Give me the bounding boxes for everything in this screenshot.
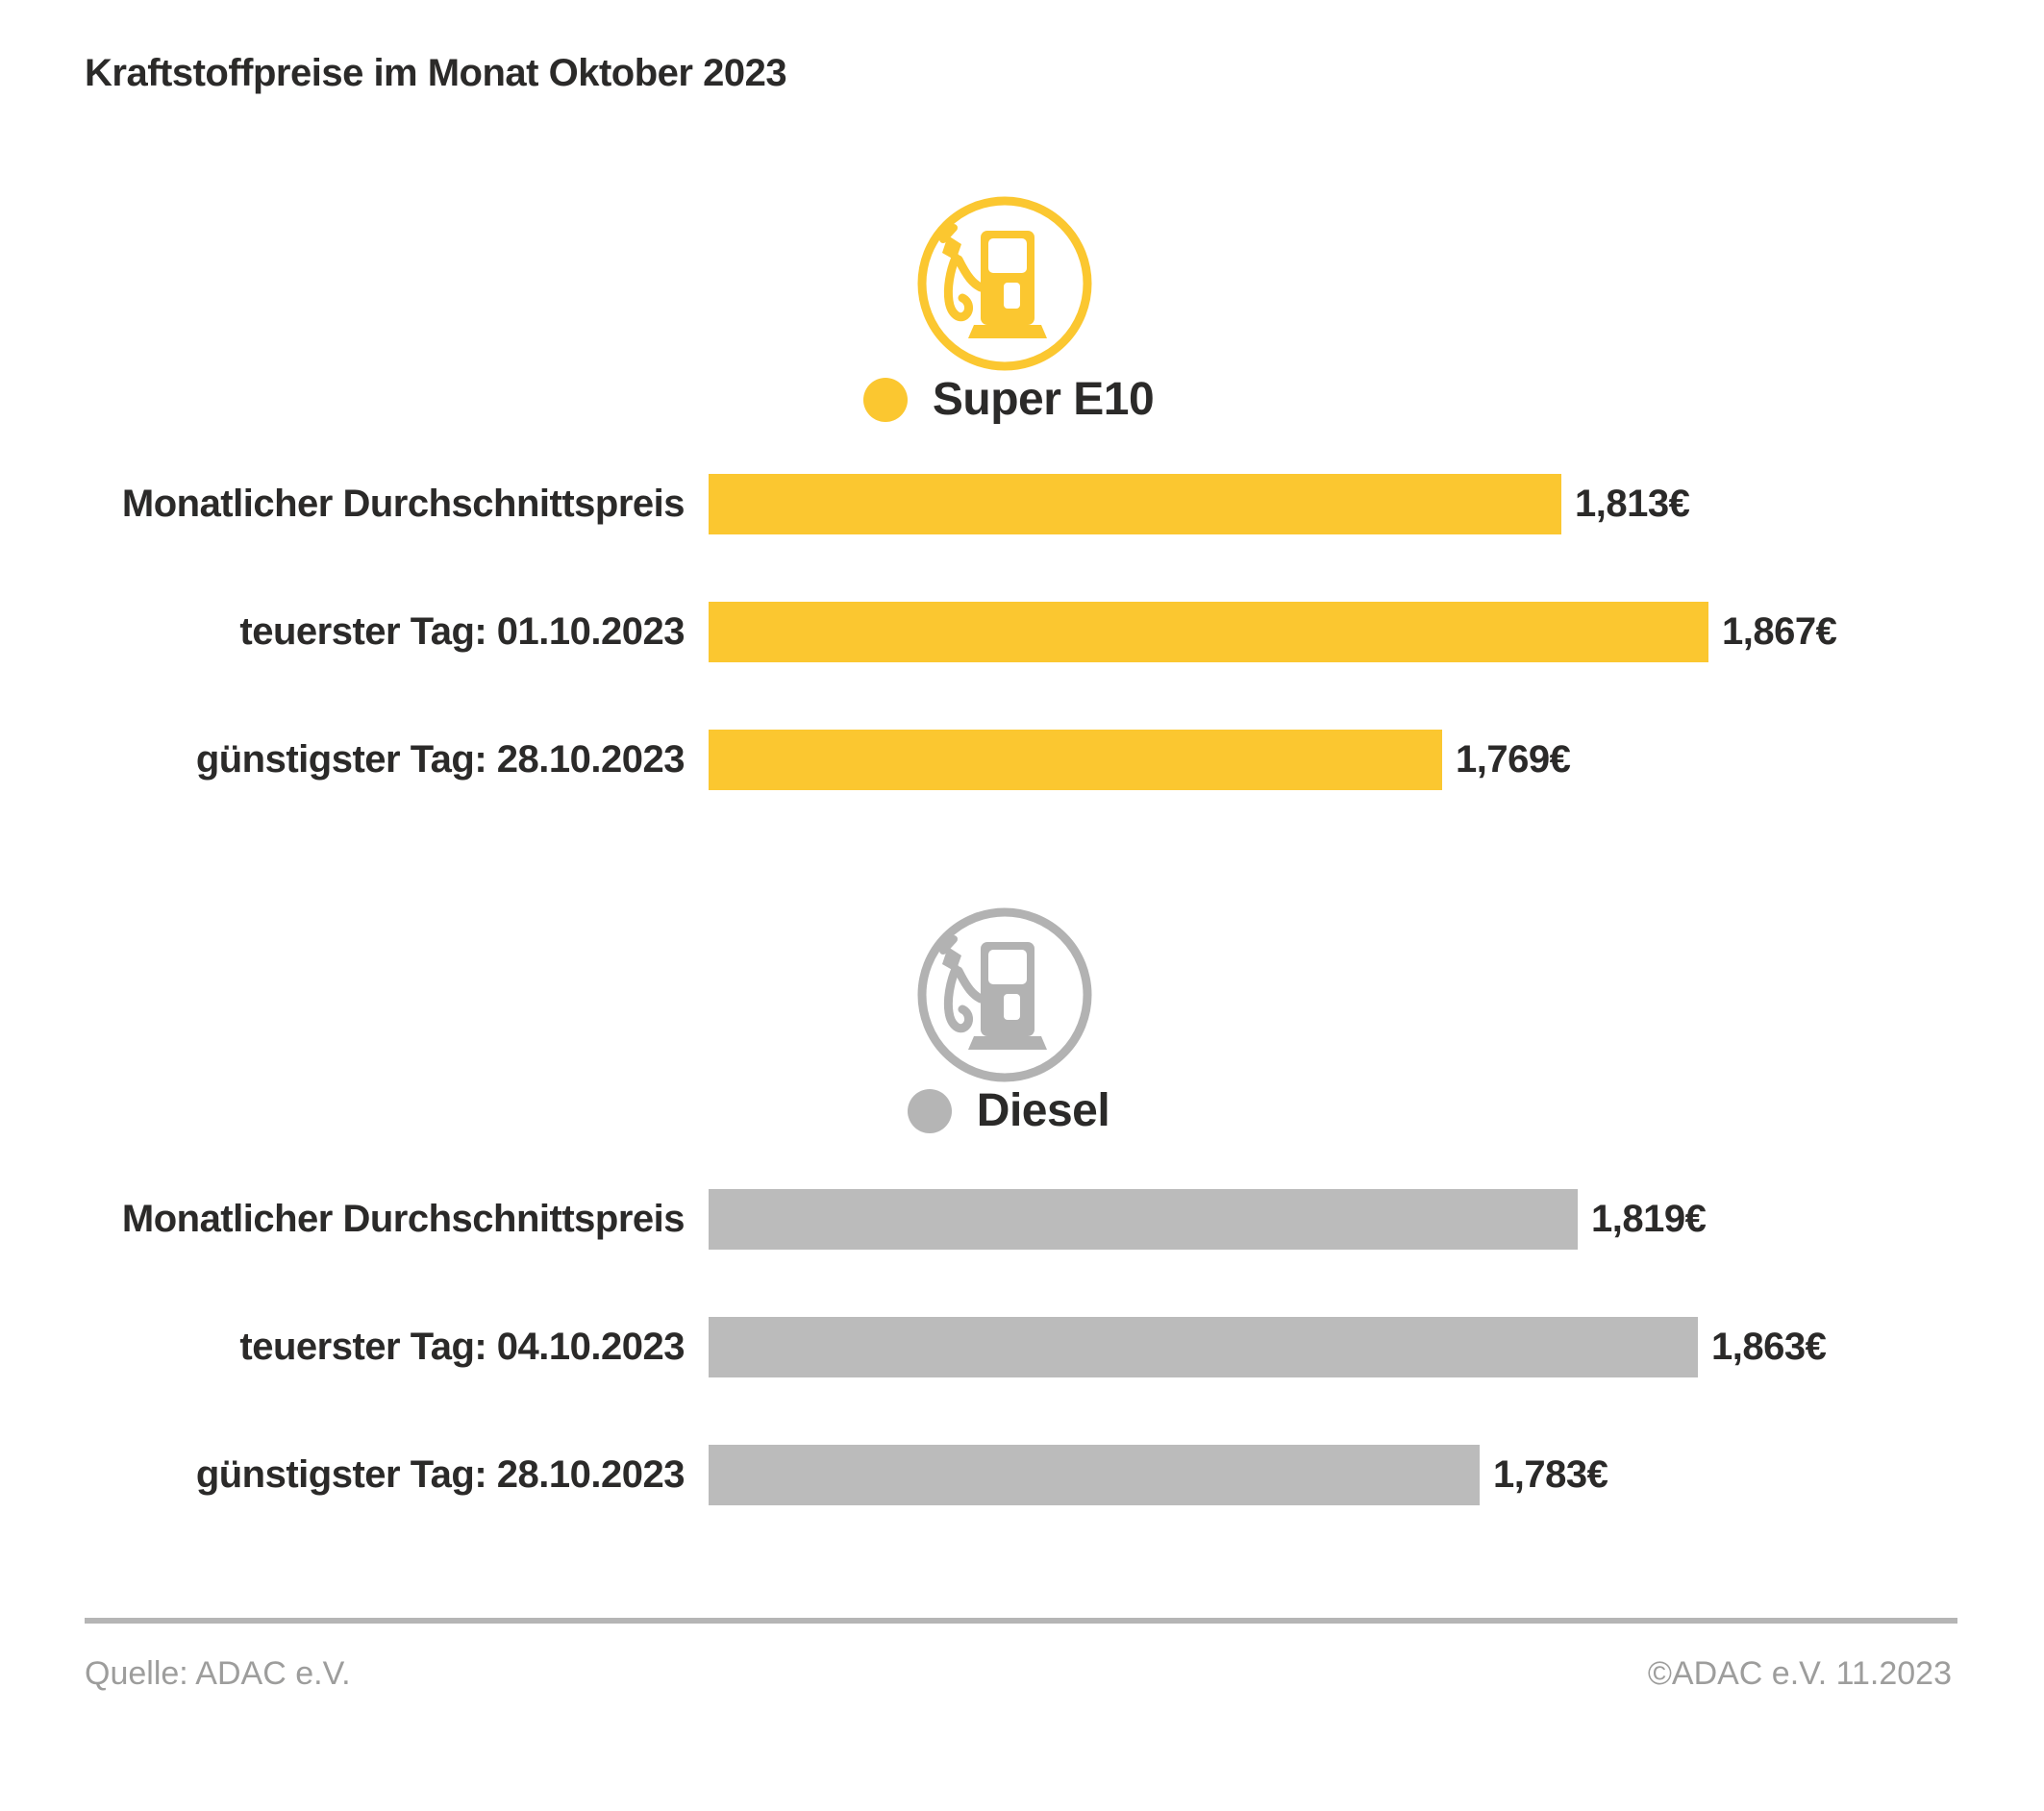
legend-dot-icon bbox=[907, 1088, 952, 1133]
fuel-pump-icon bbox=[913, 192, 1096, 375]
bar-label: teuerster Tag: 01.10.2023 bbox=[239, 610, 685, 653]
page-title: Kraftstoffpreise im Monat Oktober 2023 bbox=[85, 52, 787, 94]
bar-value: 1,867€ bbox=[1722, 610, 1837, 653]
bar-value: 1,783€ bbox=[1493, 1453, 1608, 1496]
bar-row: teuerster Tag: 04.10.2023 1,863€ bbox=[0, 1317, 2044, 1377]
footer-divider bbox=[85, 1618, 1957, 1624]
legend-dot-icon bbox=[862, 377, 908, 422]
bar-label: Monatlicher Durchschnittspreis bbox=[121, 1198, 685, 1240]
copyright-text: ©ADAC e.V. 11.2023 bbox=[1647, 1655, 1952, 1692]
bar-label: teuerster Tag: 04.10.2023 bbox=[239, 1326, 685, 1368]
bar-value: 1,819€ bbox=[1591, 1198, 1707, 1240]
bar-row: teuerster Tag: 01.10.2023 1,867€ bbox=[0, 602, 2044, 662]
bar-row: Monatlicher Durchschnittspreis 1,813€ bbox=[0, 474, 2044, 534]
bar-diesel-min-day bbox=[709, 1445, 1480, 1505]
bar-row: günstigster Tag: 28.10.2023 1,769€ bbox=[0, 730, 2044, 790]
bar-label: Monatlicher Durchschnittspreis bbox=[121, 483, 685, 525]
legend-diesel: Diesel bbox=[0, 1084, 2031, 1137]
bar-label: günstigster Tag: 28.10.2023 bbox=[195, 738, 685, 781]
bar-super-max-day bbox=[709, 602, 1708, 662]
bar-diesel-max-day bbox=[709, 1317, 1698, 1377]
bar-value: 1,769€ bbox=[1456, 738, 1571, 781]
bar-value: 1,863€ bbox=[1711, 1326, 1827, 1368]
legend-super-e10: Super E10 bbox=[0, 373, 2031, 426]
fuel-pump-icon bbox=[913, 904, 1096, 1086]
bar-row: Monatlicher Durchschnittspreis 1,819€ bbox=[0, 1189, 2044, 1250]
bar-diesel-average bbox=[709, 1189, 1578, 1250]
bar-super-min-day bbox=[709, 730, 1442, 790]
legend-label: Super E10 bbox=[932, 374, 1155, 425]
bar-super-average bbox=[709, 474, 1561, 534]
legend-label: Diesel bbox=[976, 1085, 1110, 1136]
bar-label: günstigster Tag: 28.10.2023 bbox=[195, 1453, 685, 1496]
bar-value: 1,813€ bbox=[1575, 483, 1690, 525]
source-text: Quelle: ADAC e.V. bbox=[85, 1655, 351, 1692]
bar-row: günstigster Tag: 28.10.2023 1,783€ bbox=[0, 1445, 2044, 1505]
